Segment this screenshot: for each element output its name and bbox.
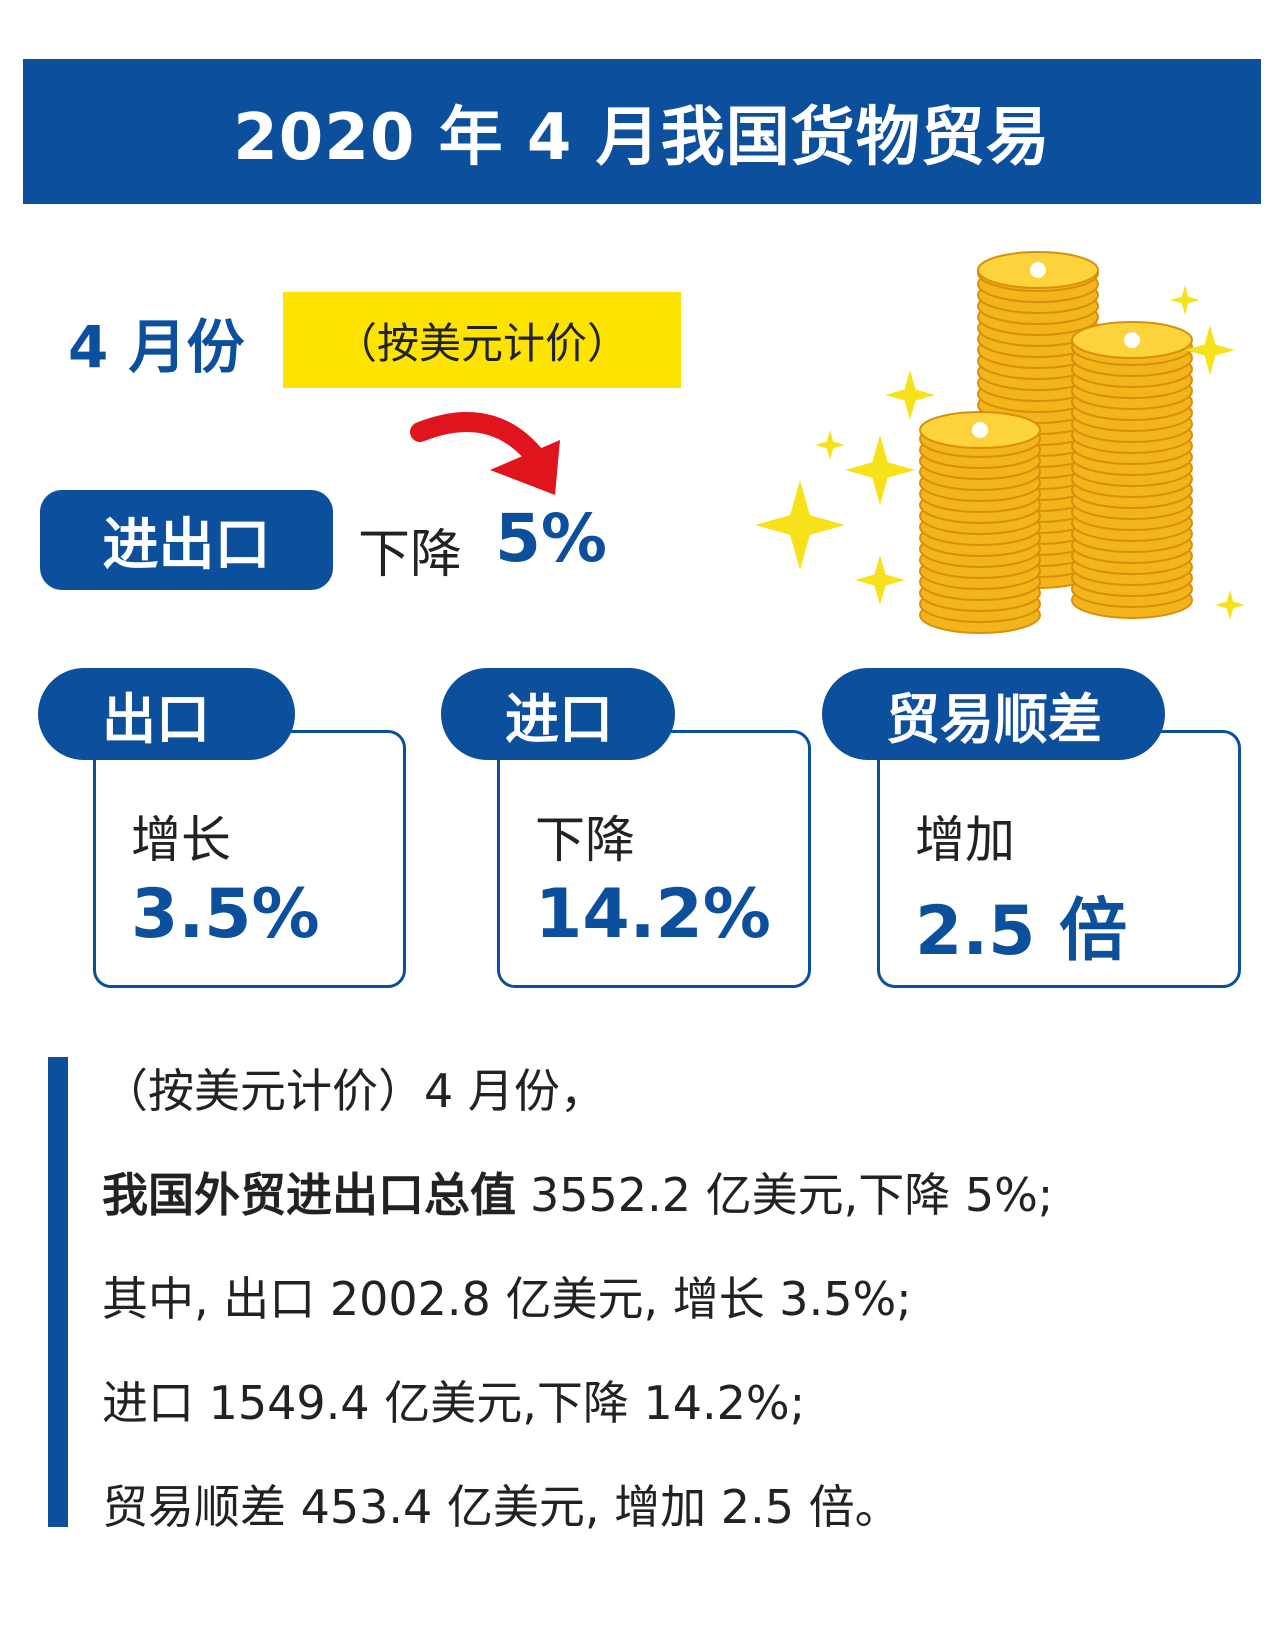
sparkle: [755, 480, 845, 570]
card-value: 14.2%: [535, 875, 771, 954]
total-label: 进出口: [40, 490, 333, 590]
summary-text: （按美元计价）4 月份，: [102, 1064, 606, 1118]
sparkle: [855, 555, 905, 605]
summary-text: 进口 1549.4 亿美元,下降 14.2%;: [102, 1376, 806, 1430]
sparkle: [1185, 325, 1235, 375]
coin-mark: [1030, 262, 1046, 278]
summary-line: 我国外贸进出口总值 3552.2 亿美元,下降 5%;: [102, 1159, 1053, 1225]
summary-line: 贸易顺差 453.4 亿美元, 增加 2.5 倍。: [102, 1471, 901, 1537]
sparkle: [1215, 590, 1245, 620]
sparkle: [845, 435, 915, 505]
card-label: 贸易顺差: [822, 668, 1165, 760]
month-label: 4 月份: [68, 313, 245, 381]
summary-bold: 我国外贸进出口总值: [102, 1168, 516, 1222]
card-value: 2.5 倍: [915, 892, 1128, 971]
total-value: 5%: [495, 500, 608, 577]
basis-label: （按美元计价）: [283, 292, 681, 388]
card-change: 增长: [131, 811, 231, 869]
sparkle: [885, 370, 935, 420]
card-label: 出口: [38, 668, 295, 760]
accent-bar: [48, 1057, 68, 1527]
arrow-head: [490, 440, 560, 495]
card: [877, 730, 1241, 988]
sparkle: [1170, 285, 1200, 315]
card-value: 3.5%: [131, 875, 320, 954]
header: 2020 年 4 月我国货物贸易: [23, 59, 1261, 204]
summary-line: （按美元计价）4 月份，: [102, 1055, 606, 1121]
summary-line: 其中, 出口 2002.8 亿美元, 增长 3.5%;: [102, 1263, 912, 1329]
coin-mark: [972, 422, 988, 438]
card: [93, 730, 406, 988]
card-label: 进口: [441, 668, 675, 760]
total-change: 下降: [358, 525, 463, 585]
card-change: 下降: [535, 811, 635, 869]
coin-mark: [1124, 332, 1140, 348]
summary-text: 贸易顺差 453.4 亿美元, 增加 2.5 倍。: [102, 1480, 901, 1534]
card-change: 增加: [915, 811, 1015, 869]
summary-text: 3552.2 亿美元,下降 5%;: [530, 1168, 1054, 1222]
summary-text: 其中, 出口 2002.8 亿美元, 增长 3.5%;: [102, 1272, 912, 1326]
summary-line: 进口 1549.4 亿美元,下降 14.2%;: [102, 1367, 805, 1433]
sparkle: [815, 430, 845, 460]
